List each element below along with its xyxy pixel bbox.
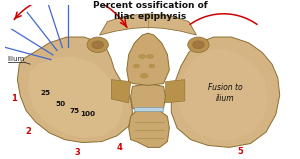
Text: 2: 2 [25, 127, 31, 136]
Text: 50: 50 [55, 101, 65, 107]
Polygon shape [179, 49, 268, 140]
Text: 1: 1 [11, 94, 16, 104]
Ellipse shape [87, 37, 108, 52]
Text: Fusion to
ilium: Fusion to ilium [208, 83, 243, 103]
Ellipse shape [147, 54, 153, 58]
Text: 3: 3 [74, 148, 80, 157]
Polygon shape [130, 83, 166, 109]
Text: 5: 5 [237, 147, 243, 156]
Ellipse shape [193, 41, 204, 49]
Polygon shape [111, 80, 130, 103]
Text: Ilium: Ilium [8, 56, 25, 62]
Ellipse shape [139, 54, 146, 58]
Polygon shape [129, 109, 169, 147]
Polygon shape [100, 14, 196, 35]
Polygon shape [134, 107, 163, 111]
Text: 75: 75 [69, 108, 80, 114]
Polygon shape [127, 33, 169, 85]
Ellipse shape [140, 73, 148, 78]
Polygon shape [28, 56, 123, 138]
Polygon shape [166, 80, 185, 103]
Text: 4: 4 [116, 143, 122, 152]
Text: 100: 100 [80, 111, 95, 118]
Ellipse shape [149, 64, 155, 68]
Ellipse shape [92, 41, 103, 49]
Ellipse shape [134, 64, 140, 68]
Ellipse shape [188, 37, 209, 52]
Text: 25: 25 [40, 90, 50, 96]
Text: Percent ossification of
iliac epiphysis: Percent ossification of iliac epiphysis [93, 1, 207, 21]
Polygon shape [171, 37, 280, 147]
Polygon shape [17, 37, 133, 142]
